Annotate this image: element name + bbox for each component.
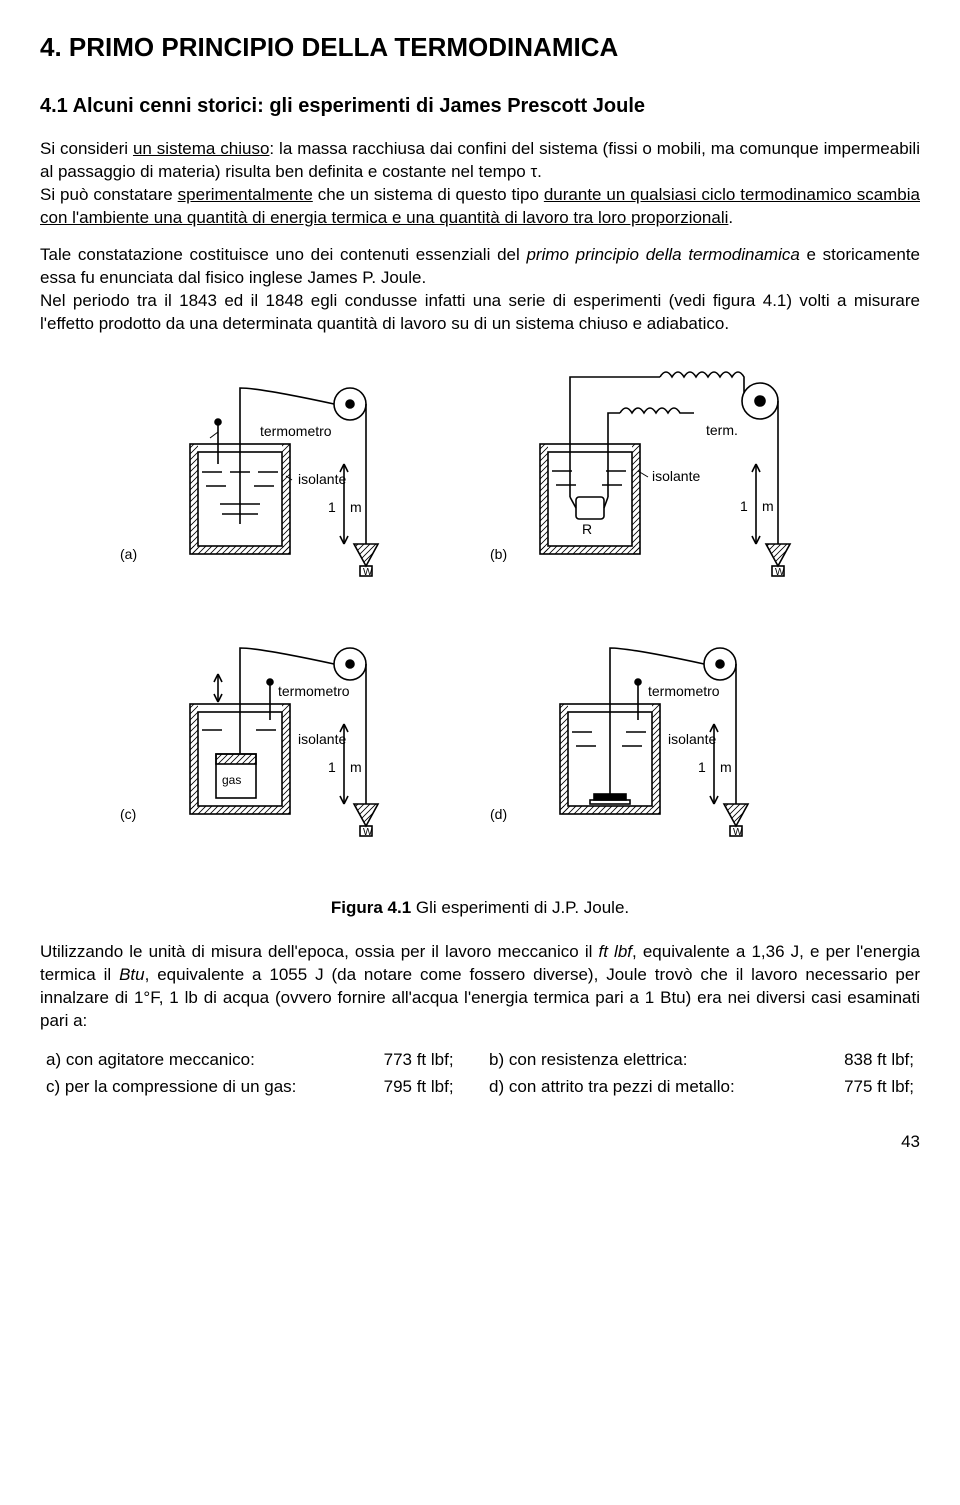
panel-label-a: (a) <box>120 546 137 562</box>
figure-joule-experiments: W 1 m termometro isolante (a) <box>100 364 860 884</box>
dim-1: 1 <box>328 499 336 515</box>
dim-m: m <box>350 759 362 775</box>
label-isolante: isolante <box>652 468 700 484</box>
dim-m: m <box>720 759 732 775</box>
text: . <box>728 208 733 227</box>
table-row: c) per la compressione di un gas: 795 ft… <box>40 1074 920 1101</box>
result-d-label: d) con attrito tra pezzi di metallo: <box>483 1074 815 1101</box>
label-isolante: isolante <box>298 471 346 487</box>
text: Tale constatazione costituisce uno dei c… <box>40 245 526 264</box>
dim-m: m <box>350 499 362 515</box>
label-gas: gas <box>222 773 241 787</box>
label-term: term. <box>706 422 738 438</box>
dim-1: 1 <box>740 498 748 514</box>
text: che un sistema di questo tipo <box>313 185 544 204</box>
text: Si consideri <box>40 139 133 158</box>
weight-label: W <box>363 827 373 838</box>
label-termometro: termometro <box>278 683 350 699</box>
result-c-value: 795 ft lbf; <box>378 1074 483 1101</box>
caption-number: Figura 4.1 <box>331 898 411 917</box>
panel-label-d: (d) <box>490 806 507 822</box>
italic-text: primo principio della termodinamica <box>526 245 799 264</box>
label-termometro: termometro <box>648 683 720 699</box>
result-d-value: 775 ft lbf; <box>815 1074 920 1101</box>
result-c-label: c) per la compressione di un gas: <box>40 1074 378 1101</box>
italic-text: ft lbf <box>598 942 632 961</box>
caption-text: Gli esperimenti di J.P. Joule. <box>411 898 629 917</box>
figure-container: W 1 m termometro isolante (a) <box>40 364 920 891</box>
underlined-text: sperimentalmente <box>178 185 313 204</box>
italic-text: Btu <box>119 965 145 984</box>
page-title: 4. PRIMO PRINCIPIO DELLA TERMODINAMICA <box>40 30 920 65</box>
paragraph-3: Utilizzando le unità di misura dell'epoc… <box>40 941 920 1033</box>
table-row: a) con agitatore meccanico: 773 ft lbf; … <box>40 1047 920 1074</box>
dim-m: m <box>762 498 774 514</box>
result-a-value: 773 ft lbf; <box>378 1047 483 1074</box>
label-termometro: termometro <box>260 423 332 439</box>
panel-label-c: (c) <box>120 806 136 822</box>
text: Utilizzando le unità di misura dell'epoc… <box>40 942 598 961</box>
section-heading: 4.1 Alcuni cenni storici: gli esperiment… <box>40 93 920 120</box>
text: , equivalente a 1055 J (da notare come f… <box>40 965 920 1030</box>
results-table: a) con agitatore meccanico: 773 ft lbf; … <box>40 1047 920 1101</box>
label-isolante: isolante <box>298 731 346 747</box>
paragraph-2: Tale constatazione costituisce uno dei c… <box>40 244 920 336</box>
label-R: R <box>582 521 592 537</box>
dim-1: 1 <box>328 759 336 775</box>
figure-caption: Figura 4.1 Gli esperimenti di J.P. Joule… <box>40 897 920 920</box>
panel-label-b: (b) <box>490 546 507 562</box>
text: Si può constatare <box>40 185 178 204</box>
result-b-label: b) con resistenza elettrica: <box>483 1047 815 1074</box>
page-number: 43 <box>40 1131 920 1154</box>
weight-label: W <box>733 827 743 838</box>
underlined-text: un sistema chiuso <box>133 139 269 158</box>
text: Nel periodo tra il 1843 ed il 1848 egli … <box>40 291 920 333</box>
paragraph-1: Si consideri un sistema chiuso: la massa… <box>40 138 920 230</box>
weight-label: W <box>775 567 785 578</box>
weight-label: W <box>363 567 373 578</box>
result-a-label: a) con agitatore meccanico: <box>40 1047 378 1074</box>
result-b-value: 838 ft lbf; <box>815 1047 920 1074</box>
label-isolante: isolante <box>668 731 716 747</box>
dim-1: 1 <box>698 759 706 775</box>
